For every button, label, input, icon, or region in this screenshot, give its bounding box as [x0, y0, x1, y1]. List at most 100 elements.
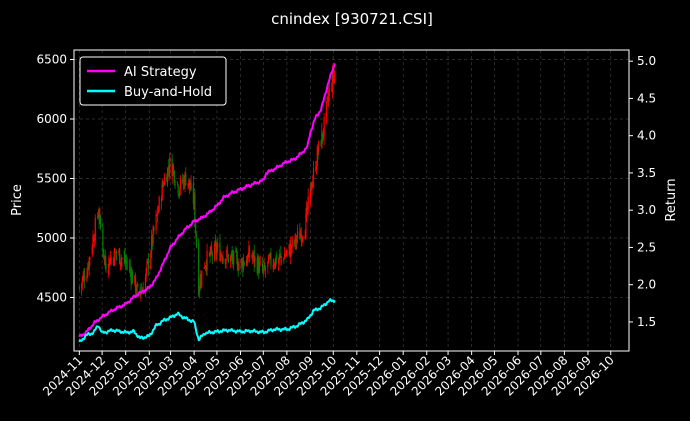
price-candle-body	[200, 279, 202, 284]
price-candle-body	[220, 254, 223, 256]
price-candle-body	[163, 185, 165, 187]
left-tick-label: 5500	[36, 171, 67, 185]
price-candle-body	[296, 239, 298, 242]
right-axis-ticks: 1.5 2.0 2.5 3.0 3.5 4.0 4.5 5.0	[629, 54, 656, 329]
price-candle-body	[226, 250, 228, 257]
price-candle-body	[163, 177, 166, 185]
price-candle-body	[109, 257, 112, 264]
price-candle-body	[284, 254, 286, 256]
price-candle-body	[128, 265, 131, 267]
price-candle-body	[253, 250, 255, 264]
price-candle-body	[318, 141, 320, 152]
price-candle-body	[107, 270, 109, 273]
price-candle-body	[312, 168, 315, 180]
right-tick-label: 2.0	[637, 278, 656, 292]
price-candle-body	[290, 246, 293, 249]
x-axis-ticks: 2024-112024-122025-012025-022025-032025-…	[40, 351, 617, 399]
price-candle-body	[238, 263, 240, 270]
price-candle-body	[243, 262, 245, 265]
left-tick-label: 5000	[36, 231, 67, 245]
price-candle-body	[299, 231, 301, 240]
price-candle-body	[193, 195, 195, 204]
price-candle-body	[167, 167, 169, 170]
price-candle-body	[306, 206, 308, 215]
price-candle-body	[215, 243, 217, 254]
price-candle-body	[174, 184, 176, 186]
right-axis-label: Return	[664, 178, 679, 221]
price-candle-body	[161, 182, 163, 201]
price-candle-body	[277, 259, 280, 263]
price-candle-body	[214, 240, 217, 246]
price-candle-body	[221, 257, 223, 261]
price-candle-body	[224, 259, 226, 264]
price-candle-body	[323, 116, 325, 138]
price-candle-body	[230, 256, 232, 262]
series-line-buy-and-hold	[78, 298, 336, 343]
price-candle-body	[147, 259, 149, 263]
legend-label-ai-strategy: AI Strategy	[124, 65, 197, 80]
price-candle-body	[120, 258, 122, 264]
price-candle-body	[259, 262, 261, 263]
price-candle-body	[134, 274, 137, 293]
price-candle-body	[83, 272, 85, 278]
right-tick-label: 4.5	[637, 91, 656, 105]
right-tick-label: 2.5	[637, 240, 656, 254]
price-candle-body	[114, 251, 116, 253]
price-candle-body	[97, 215, 99, 218]
price-candle-body	[245, 260, 248, 267]
price-candle-body	[262, 269, 264, 271]
price-candle-body	[331, 72, 334, 93]
price-candle-body	[203, 267, 205, 269]
price-candle-body	[166, 168, 169, 185]
price-candle-body	[188, 179, 190, 185]
price-candle-body	[290, 244, 292, 257]
price-candle-body	[209, 251, 211, 257]
price-candle-body	[204, 265, 207, 268]
price-candle-body	[189, 186, 191, 191]
price-candle-body	[150, 236, 153, 253]
price-candle-body	[93, 239, 96, 243]
price-candle-body	[286, 250, 288, 252]
price-candle-body	[93, 238, 95, 242]
price-candle-body	[301, 236, 303, 239]
price-candle-body	[315, 165, 318, 170]
price-candle-body	[247, 254, 249, 261]
price-candle-body	[261, 264, 264, 272]
price-candle-body	[155, 214, 157, 230]
price-candle-body	[270, 252, 272, 266]
price-candle-body	[134, 275, 136, 284]
price-candle-body	[160, 198, 163, 202]
price-candle-body	[268, 255, 270, 264]
price-candle-body	[173, 171, 175, 183]
price-candle-body	[171, 158, 173, 176]
price-candle-body	[316, 147, 318, 166]
price-candle-body	[254, 257, 256, 262]
price-candle-body	[86, 275, 88, 281]
price-candle-body	[327, 99, 329, 101]
price-candle-body	[115, 252, 118, 254]
price-candle-body	[176, 181, 178, 183]
price-candle-body	[267, 261, 269, 268]
series-line-ai-strategy	[78, 63, 336, 338]
price-candle-body	[280, 256, 283, 258]
price-candle-body	[272, 265, 274, 269]
legend: AI Strategy Buy-and-Hold	[79, 56, 227, 106]
price-candle-body	[183, 178, 185, 188]
price-candle-body	[129, 266, 131, 271]
price-candle-body	[118, 250, 120, 253]
price-candle-body	[274, 265, 276, 268]
price-candle-body	[227, 254, 229, 263]
price-candle-body	[279, 254, 281, 259]
price-candle-body	[131, 272, 134, 284]
price-candle-body	[296, 231, 299, 238]
price-candle-body	[108, 257, 110, 268]
plot-frame	[73, 49, 630, 352]
left-tick-label: 4500	[36, 290, 67, 304]
price-candle-body	[137, 283, 139, 286]
price-candle-body	[125, 260, 128, 263]
price-candle-body	[144, 276, 147, 296]
price-candle-body	[185, 173, 187, 185]
price-candle-body	[305, 213, 307, 239]
price-candle-body	[256, 258, 258, 274]
